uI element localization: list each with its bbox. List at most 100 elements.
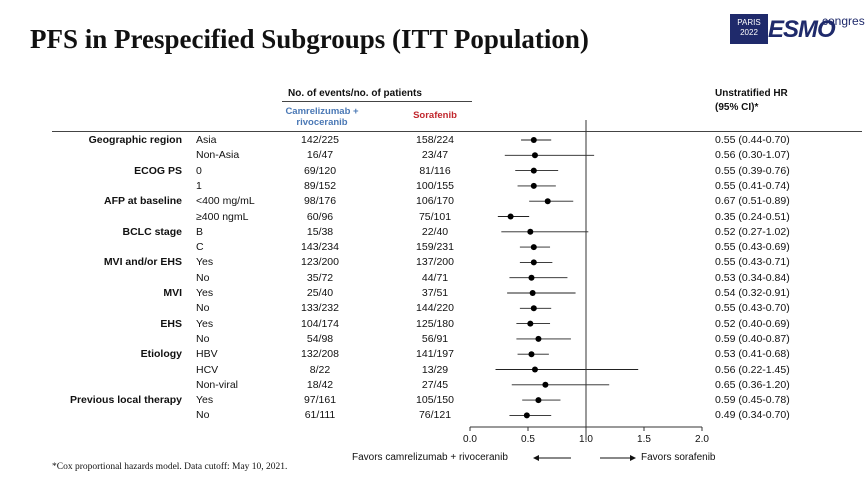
logo-year: 2022	[740, 28, 758, 37]
table-row: HCV 8/22 13/29 0.56 (0.22-1.45)	[0, 363, 865, 378]
row-hr-text: 0.53 (0.34-0.84)	[715, 271, 790, 284]
row-events-arm2: 159/231	[416, 241, 454, 254]
row-events-arm1: 54/98	[306, 332, 334, 345]
row-hr-text: 0.55 (0.39-0.76)	[715, 164, 790, 177]
row-events-arm1: 60/96	[306, 210, 334, 223]
row-events-arm2: 100/155	[416, 179, 454, 192]
events-header-rule	[282, 101, 472, 102]
row-events-arm2: 106/170	[416, 195, 454, 208]
row-group-label: ECOG PS	[134, 164, 182, 177]
row-group-label: Geographic region	[88, 134, 182, 146]
row-events-arm1: 104/174	[301, 317, 339, 330]
hr-point	[535, 397, 542, 404]
table-row: Non-Asia 16/47 23/47 0.56 (0.30-1.07)	[0, 148, 865, 163]
row-events-arm2: 44/71	[421, 271, 449, 284]
row-hr-text: 0.59 (0.45-0.78)	[715, 394, 790, 407]
table-row: C 143/234 159/231 0.55 (0.43-0.69)	[0, 240, 865, 255]
hr-ci-header: (95% CI)*	[715, 102, 759, 113]
row-group-label: MVI and/or EHS	[103, 256, 182, 269]
row-events-arm1: 16/47	[306, 149, 334, 162]
row-events-arm1: 133/232	[301, 302, 339, 315]
row-events-arm2: 81/116	[419, 164, 451, 177]
arm2-label: Sorafenib	[413, 110, 457, 121]
logo-city: PARIS	[737, 18, 761, 27]
row-subgroup-label: ≥400 ngmL	[196, 210, 249, 223]
row-events-arm1: 142/225	[301, 134, 339, 146]
favor-left-arrowhead	[533, 455, 539, 461]
row-events-arm2: 37/51	[421, 287, 449, 299]
header-divider	[52, 131, 862, 132]
table-row: AFP at baseline <400 mg/mL 98/176 106/170 0.…	[0, 194, 865, 209]
table-row: No 35/72 44/71 0.53 (0.34-0.84)	[0, 271, 865, 286]
row-subgroup-label: Yes	[196, 317, 214, 330]
row-subgroup-label: B	[196, 225, 204, 238]
row-hr-text: 0.52 (0.40-0.69)	[715, 317, 790, 330]
x-tick-label: 0.5	[521, 434, 535, 445]
row-subgroup-label: Non-Asia	[196, 149, 240, 162]
hr-header: Unstratified HR	[715, 88, 788, 99]
x-tick-label: 1.0	[579, 434, 593, 445]
row-events-arm1: 35/72	[306, 271, 334, 284]
row-subgroup-label: Asia	[196, 134, 217, 146]
row-hr-text: 0.56 (0.30-1.07)	[715, 149, 790, 162]
row-group-label: AFP at baseline	[103, 195, 182, 208]
table-row: BCLC stage B 15/38 22/40 0.52 (0.27-1.02)	[0, 225, 865, 240]
favors-left-label: Favors camrelizumab + rivoceranib	[352, 452, 508, 463]
table-row: No 61/111 76/121 0.49 (0.34-0.70)	[0, 408, 865, 423]
hr-point	[544, 198, 551, 205]
table-row: ECOG PS 0 69/120 81/116 0.55 (0.39-0.76)	[0, 164, 865, 179]
row-hr-text: 0.35 (0.24-0.51)	[715, 210, 790, 223]
table-row: Previous local therapy Yes 97/161 105/150 0.…	[0, 393, 865, 408]
row-hr-text: 0.54 (0.32-0.91)	[715, 287, 790, 299]
hr-point	[530, 259, 537, 266]
footnote: *Cox proportional hazards model. Data cu…	[52, 462, 288, 472]
row-events-arm1: 18/42	[306, 378, 334, 391]
row-events-arm1: 15/38	[306, 225, 334, 238]
row-hr-text: 0.59 (0.40-0.87)	[715, 332, 790, 345]
page-title: PFS in Prespecified Subgroups (ITT Popul…	[30, 24, 589, 54]
x-tick-label: 2.0	[695, 434, 709, 445]
hr-point	[531, 152, 538, 159]
logo-badge: PARIS 2022	[730, 14, 768, 44]
hr-point	[542, 381, 549, 388]
row-hr-text: 0.55 (0.43-0.71)	[715, 256, 790, 269]
table-row: Non-viral 18/42 27/45 0.65 (0.36-1.20)	[0, 378, 865, 393]
hr-point	[528, 351, 535, 358]
table-row: MVI and/or EHS Yes 123/200 137/200 0.55 (0.4…	[0, 255, 865, 270]
row-events-arm1: 132/208	[301, 348, 339, 361]
row-hr-text: 0.65 (0.36-1.20)	[715, 378, 790, 391]
row-events-arm2: 76/121	[418, 409, 452, 422]
row-events-arm2: 144/220	[416, 302, 454, 315]
row-events-arm1: 97/161	[303, 394, 337, 407]
row-subgroup-label: 1	[196, 179, 202, 192]
favors-right-label: Favors sorafenib	[641, 452, 716, 463]
row-events-arm2: 125/180	[416, 317, 454, 330]
hr-point	[530, 244, 537, 251]
row-subgroup-label: Yes	[196, 287, 214, 299]
logo-suffix: congress	[822, 14, 865, 28]
row-events-arm2: 27/45	[421, 378, 449, 391]
table-row: EHS Yes 104/174 125/180 0.52 (0.40-0.69)	[0, 317, 865, 332]
row-group-label: BCLC stage	[122, 225, 182, 238]
row-events-arm1: 8/22	[309, 363, 331, 376]
x-tick-label: 0.0	[463, 434, 477, 445]
hr-point	[529, 290, 536, 296]
row-group-label: MVI	[163, 287, 182, 299]
row-events-arm2: 13/29	[421, 363, 449, 376]
row-subgroup-label: No	[196, 271, 210, 284]
arm1-label: Camrelizumab + rivoceranib	[285, 106, 359, 128]
row-hr-text: 0.55 (0.43-0.70)	[715, 302, 790, 315]
hr-point	[535, 335, 542, 342]
row-hr-text: 0.67 (0.51-0.89)	[715, 195, 790, 208]
row-hr-text: 0.55 (0.44-0.70)	[715, 134, 790, 146]
row-events-arm1: 98/176	[303, 195, 337, 208]
row-subgroup-label: Non-viral	[196, 378, 239, 391]
row-subgroup-label: No	[196, 302, 210, 315]
row-events-arm2: 137/200	[416, 256, 454, 269]
table-row: Geographic region Asia 142/225 158/224 0.55 …	[0, 133, 865, 148]
row-events-arm2: 141/197	[416, 348, 454, 361]
hr-point	[523, 412, 530, 419]
row-hr-text: 0.55 (0.41-0.74)	[715, 179, 790, 192]
hr-point	[527, 320, 534, 327]
